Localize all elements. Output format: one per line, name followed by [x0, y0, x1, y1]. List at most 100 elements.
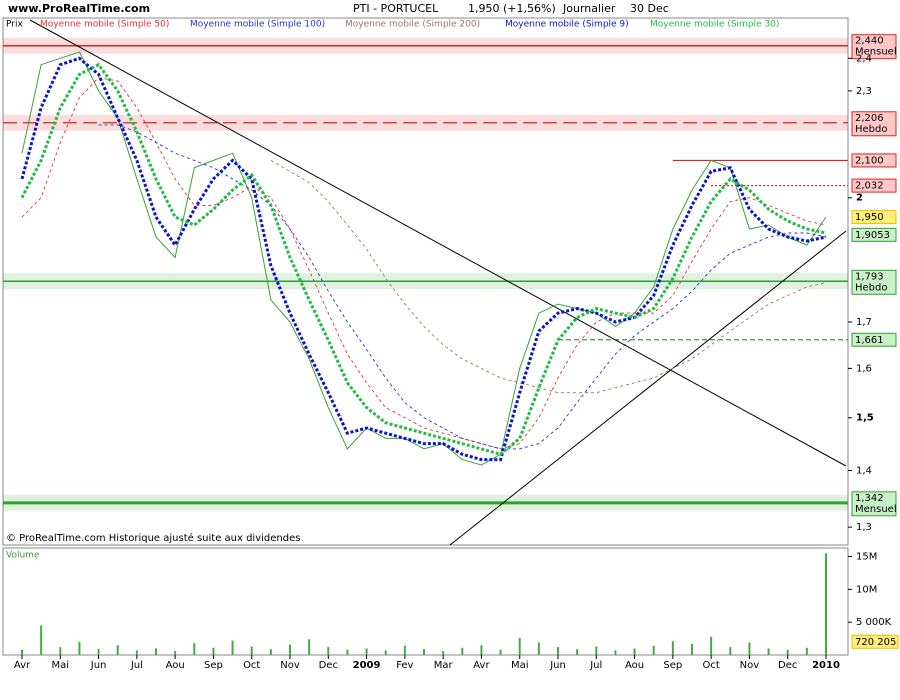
volume-bar [614, 650, 617, 655]
volume-bar [442, 651, 445, 655]
volume-bar [403, 645, 406, 655]
volume-bar [40, 625, 43, 655]
x-tick-label: Sep [663, 660, 682, 671]
volume-bar [786, 649, 789, 655]
y-tick-label: 1,4 [856, 465, 872, 476]
level-label: 1,793 [855, 271, 884, 282]
date: 30 Dec [630, 2, 669, 15]
volume-bar [557, 647, 559, 655]
volume-bar [250, 646, 253, 655]
level-note: Hebdo [855, 282, 888, 293]
volume-bar [78, 641, 81, 655]
volume-title: Volume [6, 551, 40, 561]
level-label: 2,206 [855, 113, 884, 124]
legend-entry: Moyenne mobile (Simple 100) [190, 20, 325, 30]
volume-bar [269, 649, 272, 655]
series-line [20, 56, 827, 462]
volume-bar [576, 649, 579, 655]
legend-entry: Moyenne mobile (Simple 200) [345, 20, 480, 30]
volume-bar [59, 647, 62, 655]
level-label: 1,342 [855, 493, 884, 504]
level-note: Hebdo [855, 124, 888, 135]
level-box [851, 153, 897, 168]
x-tick-label: Fev [396, 660, 413, 671]
volume-bar [805, 647, 808, 655]
volume-bar [193, 643, 196, 655]
series-line [98, 124, 827, 450]
quote: 1,950 (+1,56%) [468, 2, 556, 15]
volume-bar [710, 636, 713, 655]
x-tick-label: Jul [589, 660, 602, 671]
x-tick-label: Oct [702, 660, 719, 671]
x-tick-label: Jun [90, 660, 107, 671]
x-tick-label: 2010 [812, 660, 840, 671]
x-tick-label: Dec [778, 660, 797, 671]
legend-entry: Moyenne mobile (Simple 50) [40, 20, 169, 30]
x-tick-label: Avr [14, 660, 31, 671]
x-tick-label: Dec [319, 660, 338, 671]
level-box [851, 111, 897, 137]
level-box [851, 491, 897, 517]
volume-bar [135, 650, 138, 655]
level-label: 2,440 [855, 36, 884, 47]
x-tick-label: Nov [280, 660, 300, 671]
last-volume-box [851, 634, 899, 649]
volume-tick-label: 10M [856, 584, 877, 595]
volume-bar [289, 644, 291, 655]
volume-bar [423, 649, 425, 655]
y-tick-label: 2 [856, 193, 863, 204]
series-line [21, 51, 827, 466]
level-label: 1,950 [855, 212, 884, 223]
volume-bar [346, 649, 349, 655]
x-tick-label: 2009 [353, 660, 381, 671]
volume-bar [518, 637, 521, 655]
x-tick-label: Mar [434, 660, 454, 671]
volume-bar [671, 641, 674, 655]
x-tick-label: Nov [740, 660, 760, 671]
volume-bar [652, 645, 655, 655]
volume-bar [767, 648, 770, 655]
volume-bar [825, 553, 827, 655]
volume-bar [212, 647, 215, 655]
level-box [851, 269, 897, 295]
x-tick-label: Jun [549, 660, 566, 671]
last-volume-label: 720 205 [855, 637, 896, 648]
volume-bar [480, 645, 483, 655]
level-note: Mensuel [855, 47, 897, 58]
x-tick-label: Mai [511, 660, 529, 671]
level-box [851, 332, 897, 347]
x-tick-label: Aou [166, 660, 185, 671]
level-box [851, 227, 897, 242]
volume-bar [231, 640, 234, 655]
volume-bar [633, 648, 636, 655]
legend-entry: Prix [6, 20, 23, 30]
volume-bar [729, 647, 732, 655]
y-tick-label: 1,3 [856, 522, 872, 533]
legend-entry: Moyenne mobile (Simple 9) [505, 20, 629, 30]
volume-tick-label: 15M [856, 552, 877, 563]
x-tick-label: Aou [625, 660, 644, 671]
level-label: 2,100 [855, 155, 884, 166]
volume-bar [595, 646, 598, 655]
footnote: © ProRealTime.com Historique ajusté suit… [6, 532, 300, 544]
period: Journalier [562, 2, 616, 15]
level-box [851, 210, 897, 225]
uptrend-line [449, 230, 847, 546]
y-tick-label: 1,6 [856, 363, 872, 374]
y-tick-label: 1,5 [856, 413, 874, 424]
volume-bar [748, 642, 751, 655]
volume-bar [691, 643, 693, 655]
volume-bar [97, 649, 100, 655]
level-label: 1,9053 [855, 230, 890, 241]
volume-bar [174, 651, 177, 655]
symbol: PTI - PORTUCEL [353, 2, 439, 15]
downtrend-line [29, 19, 847, 467]
levels: 2,440Mensuel2,206Hebdo2,1002,0321,9501,9… [3, 34, 897, 517]
volume-bar [499, 649, 502, 655]
volume-bar [116, 645, 119, 655]
volume-bar [308, 639, 311, 655]
level-label: 1,661 [855, 335, 884, 346]
x-tick-label: Avr [473, 660, 490, 671]
level-box [851, 34, 897, 60]
